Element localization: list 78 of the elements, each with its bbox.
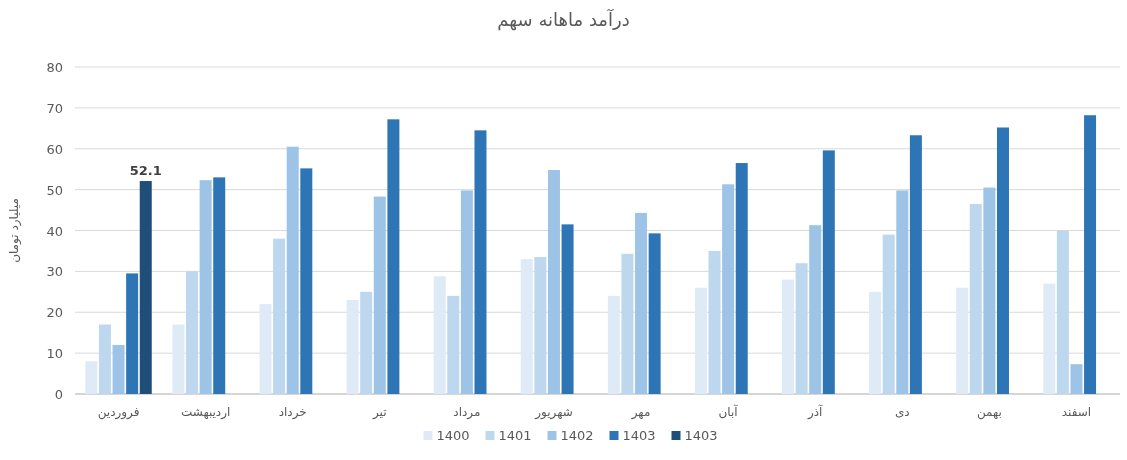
bar — [708, 250, 721, 394]
x-tick-label: بهمن — [976, 405, 1002, 420]
bar — [98, 324, 111, 394]
chart-title: درآمد ماهانه سهم — [497, 8, 630, 31]
bar — [882, 234, 895, 394]
bar — [969, 203, 982, 394]
y-tick-label: 40 — [46, 223, 63, 239]
x-tick-label: دی — [894, 405, 910, 419]
bar — [956, 287, 969, 394]
bar — [648, 233, 661, 394]
bar — [722, 184, 735, 394]
bar — [983, 187, 996, 394]
bar — [520, 259, 533, 394]
legend-label: 1400 — [436, 428, 470, 443]
y-tick-label: 60 — [46, 141, 63, 157]
y-tick-label: 70 — [46, 100, 63, 116]
bar — [607, 295, 620, 394]
x-tick-label: تیر — [371, 405, 387, 420]
bar — [996, 127, 1009, 394]
bar — [460, 190, 473, 394]
bar — [809, 225, 822, 394]
x-tick-label: آذر — [806, 404, 824, 420]
bar — [273, 238, 286, 394]
y-tick-label: 30 — [46, 264, 63, 280]
bar — [213, 177, 226, 394]
bar — [896, 190, 909, 394]
bar — [447, 295, 460, 394]
bar — [172, 324, 185, 394]
bar — [286, 146, 299, 394]
legend-label: 1403 — [684, 428, 718, 443]
bar — [1070, 364, 1083, 394]
bar — [795, 263, 808, 394]
bar — [534, 257, 547, 394]
bar — [259, 304, 272, 394]
legend-label: 1403 — [622, 428, 656, 443]
bar — [547, 170, 560, 394]
bar — [300, 168, 313, 394]
bar — [635, 212, 648, 394]
data-label: 52.1 — [129, 163, 162, 179]
bar — [909, 135, 922, 394]
x-tick-label: شهریور — [534, 405, 573, 420]
bar — [869, 291, 882, 394]
legend-label: 1402 — [560, 428, 594, 443]
bar — [360, 291, 373, 394]
x-tick-label: مرداد — [453, 405, 481, 420]
bar — [621, 253, 634, 394]
x-tick-label: فروردين — [97, 405, 140, 420]
bar — [694, 287, 707, 394]
bar — [735, 163, 748, 394]
y-tick-label: 0 — [54, 387, 63, 402]
legend-label: 1401 — [498, 428, 532, 443]
y-tick-label: 50 — [46, 182, 63, 198]
x-tick-label: اردیبهشت — [180, 405, 231, 420]
bar — [186, 271, 199, 394]
bar — [112, 344, 125, 394]
y-tick-label: 10 — [46, 346, 63, 362]
bar — [126, 273, 139, 394]
bar — [782, 279, 795, 394]
bar — [199, 180, 212, 394]
x-tick-label: اسفند — [1061, 405, 1092, 419]
bar — [561, 224, 574, 394]
bar — [346, 299, 359, 394]
bar — [474, 130, 487, 394]
bar — [433, 276, 446, 394]
bar — [1043, 283, 1056, 394]
bar — [1084, 115, 1097, 394]
y-tick-label: 80 — [46, 60, 63, 75]
bar — [387, 119, 400, 394]
bar — [85, 361, 98, 394]
y-tick-label: 20 — [46, 305, 63, 321]
bar — [373, 196, 386, 394]
bar — [139, 181, 152, 394]
x-tick-label: خرداد — [278, 405, 307, 420]
x-tick-label: مهر — [630, 405, 651, 420]
bar — [822, 150, 835, 394]
x-tick-label: آبان — [718, 404, 739, 419]
y-axis-title: میلیارد تومان — [7, 198, 22, 263]
bar — [1056, 230, 1069, 394]
